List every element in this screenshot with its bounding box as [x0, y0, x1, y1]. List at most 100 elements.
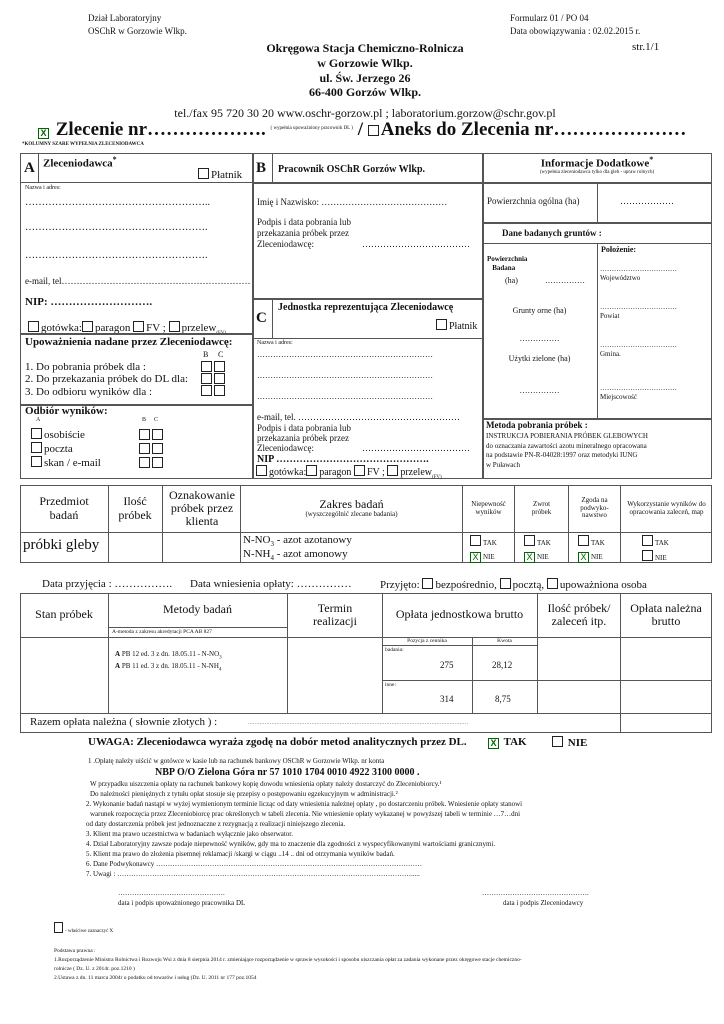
- section-c-email[interactable]: e-mail, tel. ………………………………………………: [257, 412, 460, 422]
- info-soil-title: Dane badanych gruntów :: [502, 228, 602, 238]
- t2-header-quantity: Ilość próbek/ zaleceń itp.: [547, 600, 611, 628]
- section-b-signature[interactable]: ………………………………: [362, 239, 470, 249]
- payment-date[interactable]: Data wniesienia opłaty: ……………: [190, 578, 352, 590]
- org-name: Okręgowa Stacja Chemiczno-Rolnicza: [266, 41, 464, 55]
- t1-header-count: Ilość próbek: [118, 494, 152, 522]
- t2-methods-list: A PB 12 ed. 3 z dn. 18.05.11 - N-NO3 A PB…: [115, 650, 222, 673]
- signature-client-line[interactable]: ……………………………………….: [482, 889, 589, 897]
- receipt-date[interactable]: Data przyjęcia : …………….: [42, 578, 173, 590]
- note-2: 2. Wykonanie badań nastąpi w wyżej wymie…: [86, 800, 523, 808]
- auth-item-3: 3. Do odbioru wyników dla :: [25, 386, 153, 398]
- dept-name: Dział Laboratoryjny: [88, 13, 162, 23]
- t2-row-tests-label: badania:: [385, 647, 404, 653]
- section-a-letter: A: [24, 160, 35, 176]
- note-2c: od daty dostarczenia próbek jest jednozn…: [86, 820, 346, 828]
- section-c-address-3[interactable]: …………………………………………………………: [257, 392, 433, 401]
- t2-total-words[interactable]: ……………………………………………………………………………………………………………: [248, 721, 468, 726]
- receipt-method[interactable]: Przyjęto: bezpośrednio, pocztą, upoważni…: [380, 578, 647, 591]
- section-a-email[interactable]: e-mail, tel………………………………………………………: [25, 276, 251, 286]
- section-c-nip[interactable]: NIP ……………………………………….: [257, 454, 429, 465]
- info-arable-value[interactable]: ……………: [519, 334, 560, 343]
- section-b-signature-label: Podpis i data pobrania lub przekazania pr…: [257, 217, 351, 249]
- note-3: 3. Klient ma prawo uczestnictwa w badani…: [86, 830, 294, 838]
- note-2b: warunek rozpoczęcia przez Zleceniobiorcę…: [90, 810, 521, 818]
- results-col-c: C: [154, 417, 159, 423]
- t2-header-due-fee: Opłata należna brutto: [630, 600, 702, 628]
- t2-method-note: A-metoda z zakresu akredytacji PCA AB 82…: [112, 629, 212, 635]
- t2-total-label: Razem opłata należna ( słownie złotych )…: [30, 716, 218, 728]
- section-a-nip[interactable]: NIP: ……………………….: [25, 296, 153, 308]
- signature-client-label: data i podpis Zleceniodawcy: [503, 899, 584, 907]
- results-options[interactable]: osobiście poczta skan / e-mail: [31, 428, 101, 470]
- annex-checkbox[interactable]: [367, 125, 379, 136]
- t1-header-subcontract: Zgoda na podwyko-nawstwo: [580, 495, 609, 520]
- note-1c: Do należności pieniężnych z tytułu opłat…: [90, 790, 398, 798]
- note-5: 5. Klient ma prawo do złożenia pisemnej …: [86, 850, 395, 858]
- section-a-payment[interactable]: gotówka:paragon FV ; przelew(FV): [28, 321, 226, 336]
- tests-table: [20, 485, 712, 563]
- t1-return-choice[interactable]: TAK X NIE: [524, 535, 551, 564]
- t2-position-header: Pozycja z cennika: [407, 637, 447, 644]
- t1-subcontract-choice[interactable]: TAK X NIE: [578, 535, 605, 564]
- info-method-text: INSTRUKCJA POBIERANIA PRÓBEK GLEBOWYCH do…: [486, 432, 648, 469]
- section-a-address-1[interactable]: ………………………………………………..: [25, 197, 210, 208]
- order-number: Zlecenie nr……………….: [55, 119, 266, 140]
- section-a-address-2[interactable]: ……………………………………………….: [25, 222, 208, 233]
- info-commune[interactable]: …………………………… Gmina.: [600, 341, 677, 358]
- dept-city: OSChR w Gorzowie Wlkp.: [88, 26, 187, 36]
- t2-header-state: Stan próbek: [35, 607, 93, 622]
- org-street: ul. Św. Jerzego 26: [319, 71, 411, 85]
- info-locality[interactable]: …………………………… Miejscowość: [600, 384, 677, 401]
- info-tested-value[interactable]: ……………: [545, 276, 585, 285]
- note-6[interactable]: 6. Dane Podwykonawcy ……………………………………………………: [86, 860, 422, 868]
- signature-dl-line[interactable]: ……………………………………….: [118, 889, 225, 897]
- consent-text: UWAGA: Zleceniodawca wyraża zgodę na dob…: [88, 736, 467, 748]
- info-voivodeship[interactable]: …………………………… Województwo: [600, 265, 677, 282]
- org-postal: 66-400 Gorzów Wlkp.: [308, 85, 422, 99]
- t1-header-marking: Oznakowanie próbek przez klienta: [169, 487, 235, 529]
- t2-row-other-amount: 8,75: [495, 694, 511, 704]
- t1-test-1: N-NO3 - azot azotanowy: [243, 534, 352, 549]
- info-title: Informacje Dodatkowe*: [540, 155, 654, 170]
- section-a-name-label: Nazwa i adres:: [25, 185, 61, 191]
- order-checkbox[interactable]: X: [38, 128, 49, 139]
- section-a-payer[interactable]: Płatnik: [198, 168, 242, 181]
- section-b-name[interactable]: Imię i Nazwisko: ……………………………………: [257, 197, 448, 207]
- section-b-letter: B: [256, 160, 267, 176]
- note-7[interactable]: 7. Uwagi : ………………………………………………………………………………: [86, 870, 420, 878]
- t1-header-scope: Zakres badań (wyszczególnić zlecane badan…: [305, 497, 398, 519]
- info-area-value[interactable]: ………………: [620, 196, 674, 206]
- results-title: Odbiór wyników:: [25, 405, 108, 417]
- t2-header-deadline: Termin realizacji: [313, 600, 357, 628]
- section-c-letter: C: [256, 310, 267, 326]
- info-area-label: Powierzchnia ogólna (ha): [487, 196, 580, 206]
- consent-no[interactable]: NIE: [552, 736, 587, 749]
- info-county[interactable]: …………………………… Powiat: [600, 303, 677, 320]
- consent-yes[interactable]: X TAK: [488, 736, 527, 749]
- legal-2: 2.Ustawa z dn. 11 marca 2004r o podatku …: [54, 975, 257, 981]
- section-c-payment[interactable]: gotówka: paragon FV ; przelew(FV): [256, 465, 442, 480]
- t2-header-methods: Metody badań: [163, 602, 232, 617]
- form-id: Formularz 01 / PO 04: [510, 13, 589, 23]
- t1-header-return: Zwrot próbek: [531, 499, 552, 516]
- t1-usage-choice[interactable]: TAK NIE: [642, 535, 669, 565]
- fees-table: [20, 593, 712, 733]
- info-grass-value[interactable]: ……………: [519, 386, 560, 395]
- section-c-signature[interactable]: ………………………………: [362, 443, 470, 453]
- section-c-address-2[interactable]: …………………………………………………………: [257, 371, 433, 380]
- auth-checkboxes[interactable]: [201, 361, 227, 397]
- t1-uncertainty-choice[interactable]: TAK X NIE: [470, 535, 497, 564]
- contact-line: tel./fax 95 720 30 20 www.oschr-gorzow.p…: [174, 106, 556, 120]
- t1-subject: próbki gleby: [23, 537, 100, 553]
- note-bank-account: NBP O/O Zielona Góra nr 57 1010 1704 001…: [155, 767, 420, 778]
- section-c-payer[interactable]: Płatnik: [436, 319, 477, 332]
- info-method-title: Metoda pobrania próbek :: [486, 420, 588, 430]
- org-city: w Gorzowie Wlkp.: [317, 56, 413, 70]
- results-bc-checkboxes[interactable]: [139, 428, 165, 470]
- auth-title: Upoważnienia nadane przez Zleceniodawcę:: [25, 336, 233, 348]
- section-c-address-1[interactable]: …………………………………………………………: [257, 350, 433, 359]
- section-a-title: Zleceniodawca*: [43, 155, 117, 170]
- info-tested-unit: (ha): [505, 276, 518, 285]
- section-a-address-3[interactable]: ……………………………………………….: [25, 250, 208, 261]
- section-c-name-label: Nazwa i adres:: [257, 340, 293, 346]
